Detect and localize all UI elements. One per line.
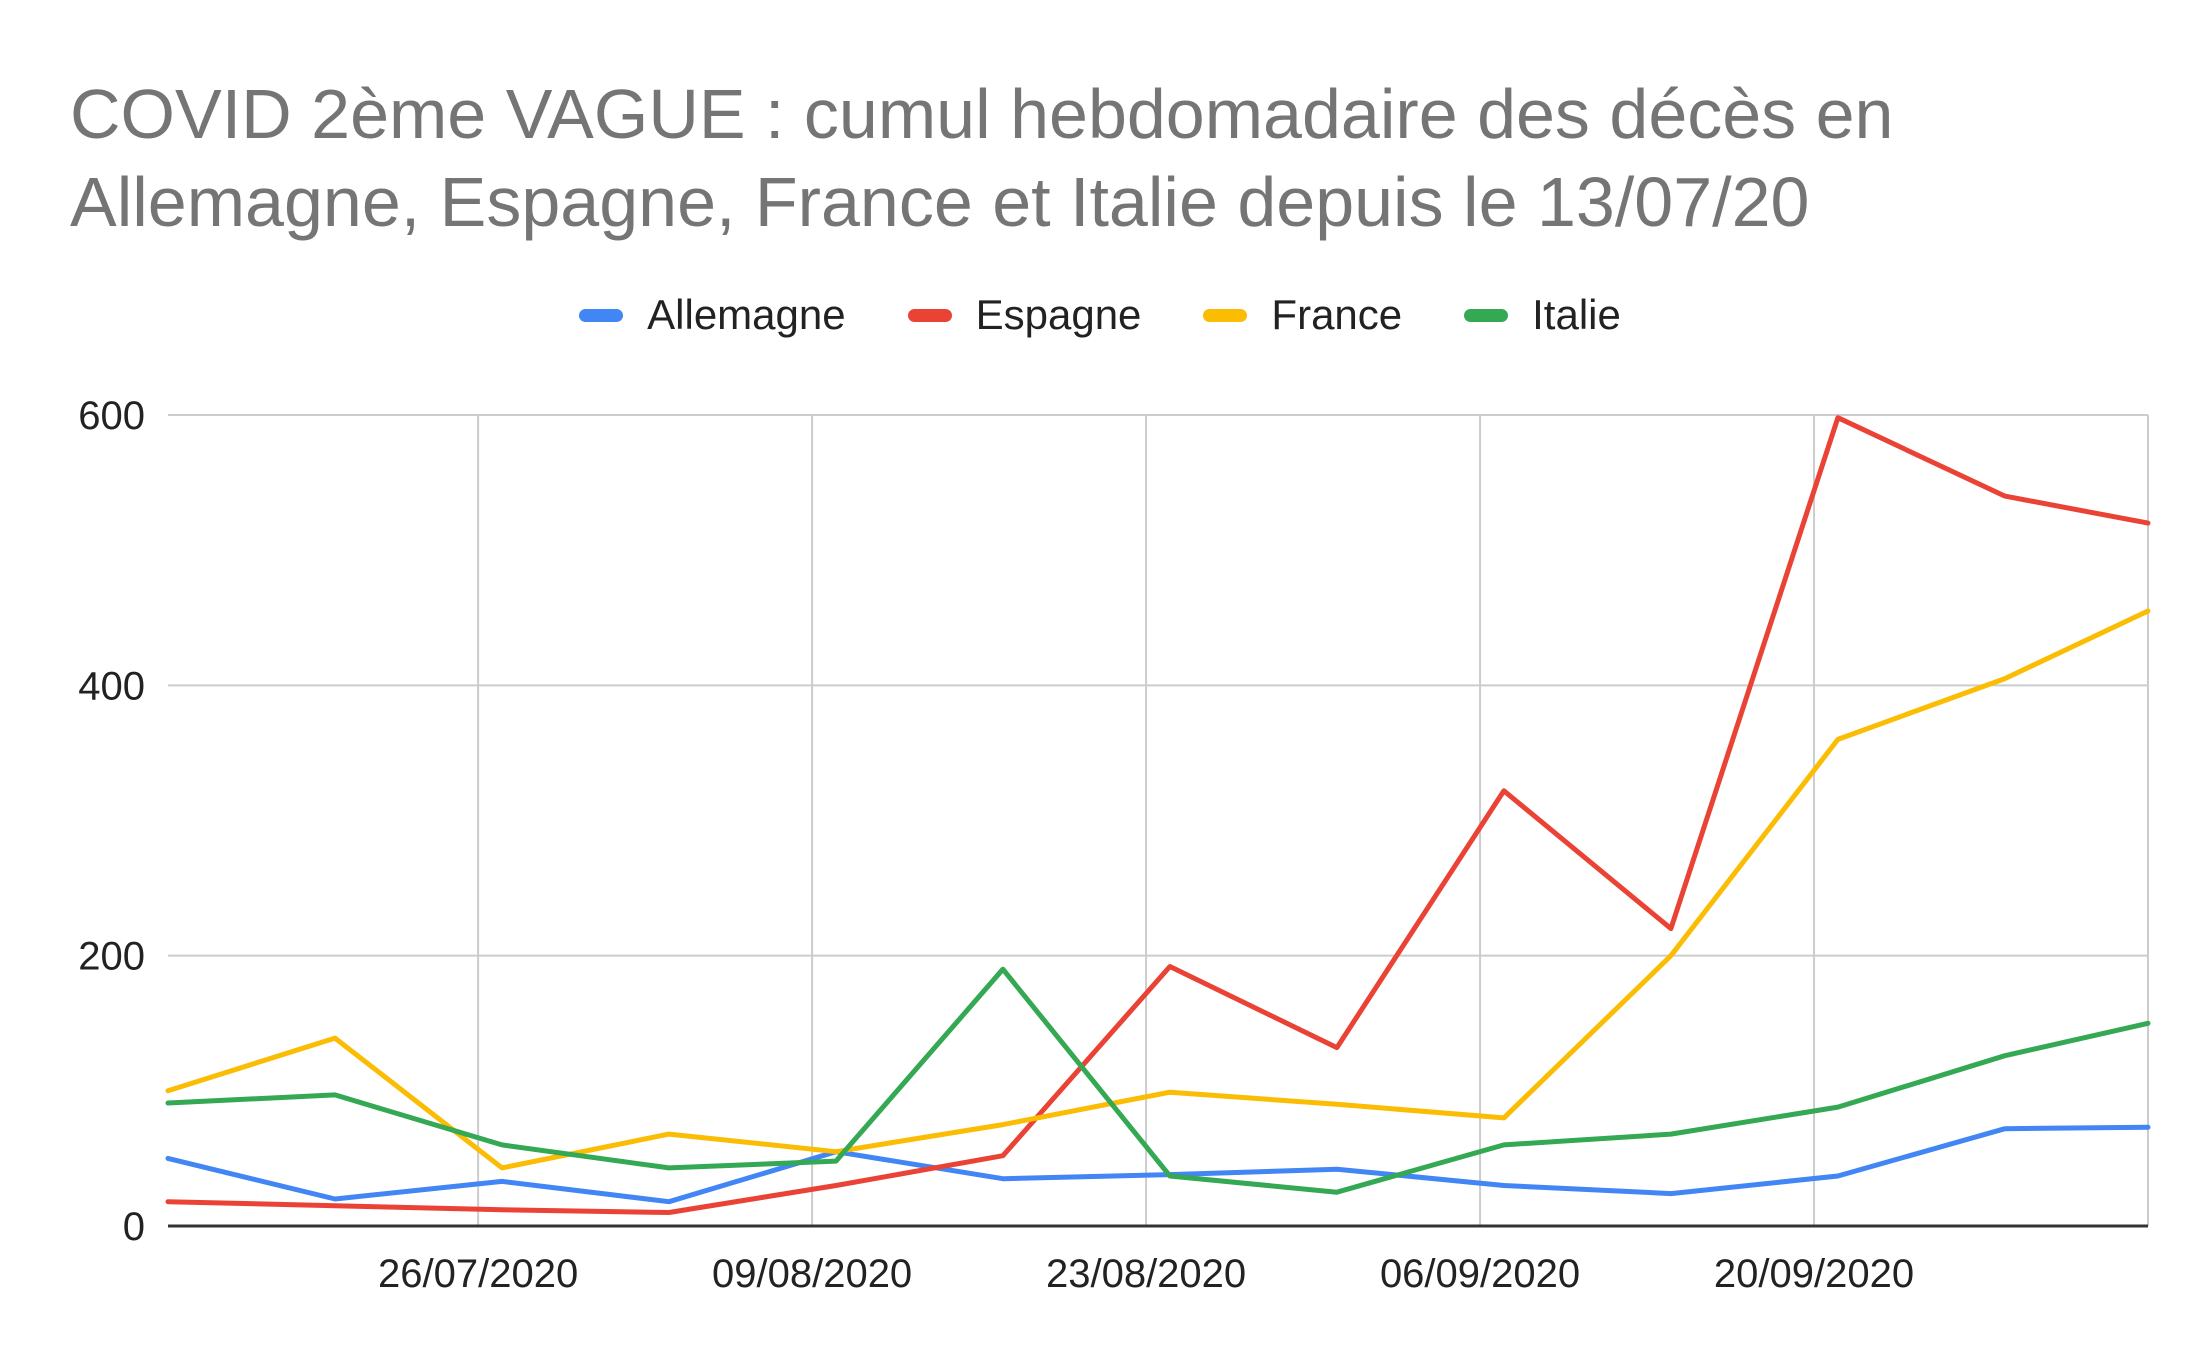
chart-title: COVID 2ème VAGUE : cumul hebdomadaire de…	[70, 75, 1894, 241]
legend-label-espagne: Espagne	[975, 291, 1142, 338]
y-tick-label: 600	[78, 394, 145, 438]
x-tick-label: 09/08/2020	[712, 1252, 912, 1296]
legend-item-france[interactable]: France	[1203, 291, 1402, 339]
legend-label-allemagne: Allemagne	[647, 291, 846, 338]
legend-swatch-italie	[1464, 308, 1509, 322]
legend: Allemagne Espagne France Italie	[0, 285, 2200, 345]
y-tick-label: 400	[78, 664, 145, 708]
x-tick-label: 26/07/2020	[378, 1252, 578, 1296]
x-tick-label: 06/09/2020	[1380, 1252, 1580, 1296]
legend-item-espagne[interactable]: Espagne	[907, 291, 1142, 339]
y-tick-label: 0	[123, 1205, 145, 1249]
legend-item-allemagne[interactable]: Allemagne	[579, 291, 846, 339]
x-tick-label: 23/08/2020	[1046, 1252, 1246, 1296]
legend-item-italie[interactable]: Italie	[1464, 291, 1621, 339]
legend-label-france: France	[1271, 291, 1403, 338]
legend-swatch-espagne	[907, 308, 952, 322]
y-tick-label: 200	[78, 935, 145, 979]
series-line-italie	[165, 966, 2151, 1195]
series-line-france	[165, 608, 2151, 1171]
legend-swatch-allemagne	[579, 308, 624, 322]
legend-label-italie: Italie	[1532, 291, 1621, 338]
legend-swatch-france	[1203, 308, 1248, 322]
x-tick-label: 20/09/2020	[1714, 1252, 1914, 1296]
series-line-espagne	[165, 415, 2151, 1215]
